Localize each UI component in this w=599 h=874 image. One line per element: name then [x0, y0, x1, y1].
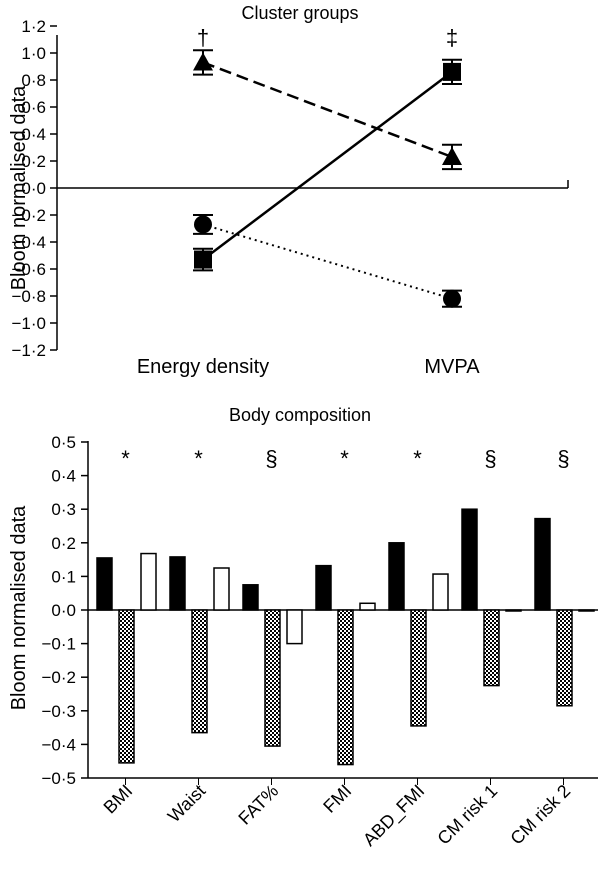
data-point-triangle	[442, 146, 462, 165]
y-tick-label: 0·4	[51, 467, 76, 486]
series-markers	[193, 52, 462, 308]
y-tick-label: −0·2	[42, 668, 77, 687]
bar-black	[315, 564, 332, 611]
category-label: Waist	[164, 781, 209, 826]
y-tick-label: 0·3	[51, 500, 76, 519]
bar-white	[286, 609, 303, 645]
body-composition-chart: Body composition Bloom normalised data −…	[8, 405, 598, 851]
bar-white	[505, 609, 522, 612]
series-line-circle	[202, 223, 453, 300]
bar-black	[96, 557, 113, 611]
bar-checkered	[483, 609, 500, 687]
significance-symbol: *	[413, 446, 422, 471]
bar-white	[140, 552, 157, 611]
bar-checkered	[118, 609, 135, 764]
bar-checkered	[264, 609, 281, 747]
series-lines	[202, 61, 453, 300]
y-tick-label: 0·2	[51, 534, 76, 553]
y-tick-label: 0·0	[21, 179, 46, 198]
x-axis-categories: BMI Waist FAT% FMI ABD_FMI CM risk 1 CM risk 2	[100, 778, 574, 851]
bar-black	[169, 556, 186, 611]
significance-markers: * * § * * § §	[121, 446, 569, 471]
y-axis-ticks: −1·2 −1·0 −0·8 −0·6 −0·4 −0·2 0·0 0·2 0·4 0·6 0·8 1…	[12, 17, 57, 360]
data-point-square	[443, 62, 461, 81]
significance-symbol: ‡	[446, 25, 458, 50]
significance-symbol: †	[197, 25, 209, 50]
y-tick-label: 0·4	[21, 125, 46, 144]
bar-checkered	[410, 609, 427, 727]
bar-checkered	[337, 609, 354, 766]
y-tick-label: −0·4	[12, 233, 47, 252]
y-tick-label: −0·1	[42, 635, 77, 654]
bars	[96, 508, 595, 766]
bar-black	[461, 508, 478, 611]
category-label: FAT%	[234, 781, 282, 829]
bar-black	[388, 542, 405, 611]
significance-symbol: *	[340, 446, 349, 471]
y-axis-title: Bloom normalised data	[8, 85, 30, 290]
category-label: CM risk 2	[506, 781, 574, 849]
y-tick-label: 0·5	[51, 433, 76, 452]
y-tick-label: 0·0	[51, 601, 76, 620]
y-tick-label: −0·2	[12, 206, 47, 225]
category-label: CM risk 1	[433, 781, 501, 849]
significance-symbol: *	[194, 446, 203, 471]
bar-black	[242, 584, 259, 611]
y-tick-label: 0·8	[21, 71, 46, 90]
y-axis-title: Bloom normalised data	[8, 505, 30, 710]
series-line-triangle	[202, 61, 453, 159]
category-label: BMI	[100, 781, 137, 818]
bar-white	[359, 602, 376, 611]
y-tick-label: −1·2	[12, 341, 47, 360]
bar-white	[578, 609, 595, 612]
y-tick-label: 1·0	[21, 44, 46, 63]
y-tick-label: 0·1	[51, 567, 76, 586]
y-tick-label: −0·8	[12, 287, 47, 306]
data-point-circle	[194, 215, 212, 234]
y-tick-label: −0·5	[42, 769, 77, 788]
chart-title: Body composition	[229, 405, 371, 425]
y-axis-ticks: −0·5 −0·4 −0·3 −0·2 −0·1 0·0 0·1 0·2 0·3 0·4 0·5	[42, 433, 88, 788]
category-label: MVPA	[424, 356, 480, 378]
bar-white	[432, 573, 449, 611]
bar-checkered	[191, 609, 208, 734]
significance-symbol: *	[121, 446, 130, 471]
bar-black	[534, 517, 551, 611]
y-tick-label: 0·2	[21, 152, 46, 171]
annotations: † ‡	[197, 25, 458, 50]
x-axis-categories: Energy density MVPA	[137, 356, 480, 378]
cluster-groups-chart: Cluster groups Bloom normalised data −1·…	[8, 3, 569, 378]
significance-symbol: §	[265, 446, 277, 471]
y-tick-label: 1·2	[21, 17, 46, 36]
category-label: FMI	[319, 781, 355, 817]
data-point-square	[194, 250, 212, 269]
y-tick-label: −0·3	[42, 702, 77, 721]
bar-checkered	[556, 609, 573, 707]
series-line-square	[202, 70, 453, 261]
error-bars	[193, 49, 462, 308]
significance-symbol: §	[557, 446, 569, 471]
chart-title: Cluster groups	[241, 3, 358, 23]
category-label: Energy density	[137, 356, 269, 378]
category-label: ABD_FMI	[359, 781, 429, 851]
significance-symbol: §	[484, 446, 496, 471]
y-tick-label: −0·4	[42, 735, 77, 754]
y-tick-label: 0·6	[21, 98, 46, 117]
bar-white	[213, 567, 230, 611]
y-tick-label: −0·6	[12, 260, 47, 279]
data-point-circle	[443, 289, 461, 308]
y-tick-label: −1·0	[12, 314, 47, 333]
data-point-triangle	[193, 52, 213, 71]
